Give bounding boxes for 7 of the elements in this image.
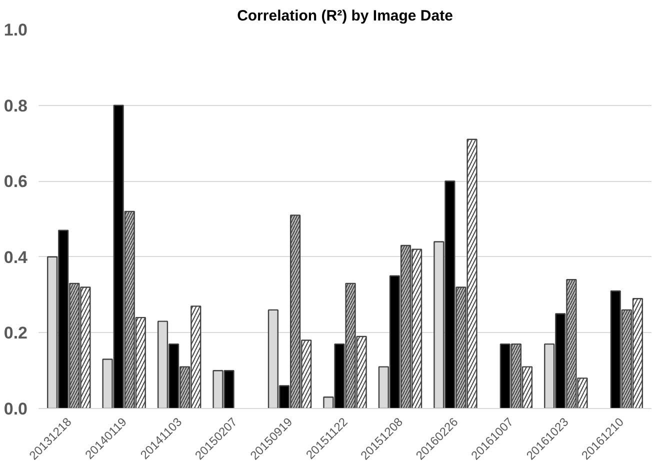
y-tick-label: 0.2 (4, 324, 28, 343)
y-tick-label: 1.0 (4, 20, 28, 40)
y-tick-label: 0.0 (4, 400, 28, 418)
chart-title: Correlation (R²) by Image Date (237, 8, 453, 24)
y-tick-label: 0.4 (4, 248, 28, 267)
y-tick-label: 0.8 (4, 96, 28, 116)
y-tick-label: 0.6 (4, 172, 28, 192)
